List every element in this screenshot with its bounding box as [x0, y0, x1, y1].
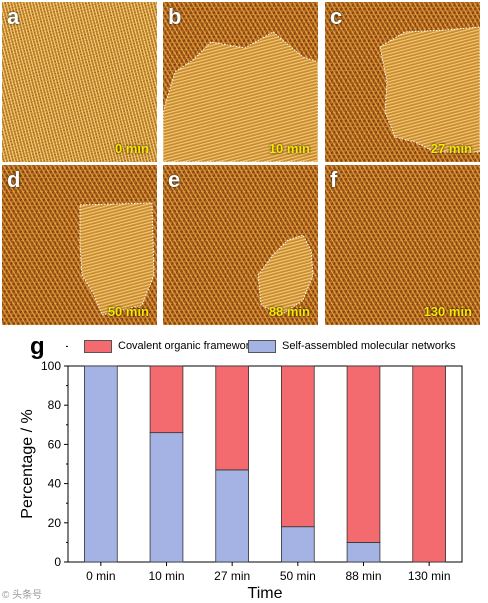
panel-time-label: 10 min — [268, 141, 310, 156]
bar-cof-3 — [281, 365, 315, 528]
panel-letter: a — [7, 4, 20, 29]
x-tick-label: 27 min — [214, 569, 250, 583]
x-tick-label: 50 min — [280, 569, 316, 583]
legend-item-cof: Covalent organic frameworks — [84, 339, 260, 353]
afm-panel-c: c 27 min — [325, 2, 480, 162]
panel-time-label: 50 min — [107, 304, 149, 319]
y-tick-label: 20 — [48, 516, 62, 530]
afm-image-texture — [325, 165, 480, 325]
crystal-domain — [257, 234, 314, 316]
panel-time-label: 27 min — [430, 141, 472, 156]
afm-panel-a: a 0 min — [2, 2, 157, 162]
bar-cof-4 — [346, 365, 381, 543]
afm-panel-d: d 50 min — [2, 165, 157, 325]
x-tick-label: 10 min — [148, 569, 184, 583]
bar-smn-3 — [281, 526, 315, 563]
bar-cof-2 — [215, 365, 249, 471]
bar-smn-0 — [84, 365, 118, 563]
panel-letter: c — [330, 4, 343, 29]
legend-swatch-smn — [248, 339, 276, 353]
bar-cof-5 — [412, 365, 446, 563]
y-tick-label: 60 — [48, 437, 62, 451]
panel-letter: d — [7, 167, 21, 192]
crystal-domain — [79, 202, 155, 316]
panel-time-label: 130 min — [423, 304, 472, 319]
afm-panel-b: b 10 min — [163, 2, 318, 162]
x-axis-label: Time — [248, 585, 283, 602]
legend-label-cof: Covalent organic frameworks — [118, 340, 261, 352]
legend-item-smn: Self-assembled molecular networks — [248, 339, 456, 353]
y-tick-label: 40 — [48, 477, 62, 491]
afm-panel-f: f 130 min — [325, 165, 480, 325]
afm-panel-e: e 88 min — [163, 165, 318, 325]
x-tick-label: 88 min — [345, 569, 381, 583]
panel-letter: e — [168, 167, 181, 192]
bar-smn-2 — [215, 469, 249, 563]
bar-smn-1 — [149, 432, 184, 563]
x-tick-label: 0 min — [86, 569, 115, 583]
legend-label-smn: Self-assembled molecular networks — [282, 340, 456, 352]
panel-letter: b — [168, 4, 182, 29]
chart-panel-letter: g — [30, 333, 45, 360]
panel-time-label: 88 min — [268, 304, 310, 319]
y-axis-label: Percentage / % — [19, 409, 36, 518]
afm-image-texture — [2, 2, 157, 162]
crystal-domain — [379, 26, 480, 153]
watermark: © 头条号 — [2, 590, 43, 601]
bar-cof-1 — [149, 365, 184, 434]
bar-smn-4 — [346, 542, 381, 563]
y-tick-label: 0 — [54, 555, 61, 569]
y-tick-label: 80 — [48, 398, 62, 412]
y-tick-label: 100 — [41, 359, 61, 373]
panel-time-label: 0 min — [115, 141, 149, 156]
panel-letter: f — [330, 167, 338, 192]
crystal-domain — [163, 31, 318, 162]
plot-frame — [67, 365, 463, 563]
x-tick-label: 130 min — [408, 569, 451, 583]
legend-swatch-cof — [84, 339, 112, 353]
